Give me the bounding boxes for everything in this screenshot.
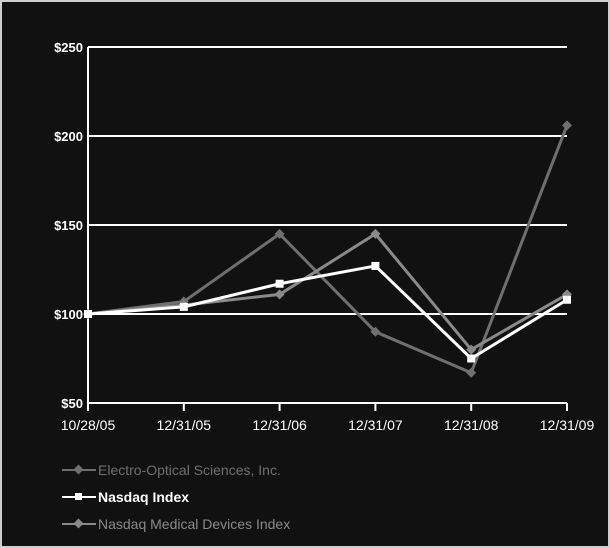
data-point-nasdaq-index: [275, 279, 284, 288]
legend-swatch-nasdaq-medical: [62, 518, 96, 529]
y-tick-label: $150: [54, 218, 83, 233]
legend-swatch-electro-optical: [62, 464, 96, 475]
data-point-electro-optical-sciences-inc: [370, 326, 381, 337]
legend-item-nasdaq-index: Nasdaq Index: [62, 483, 290, 510]
data-point-nasdaq-medical-devices-index: [274, 289, 285, 300]
x-tick-label: 10/28/05: [61, 417, 116, 433]
y-tick-label: $50: [61, 396, 83, 411]
y-tick-label: $100: [54, 307, 83, 322]
legend-swatch-nasdaq-index: [62, 492, 96, 502]
x-tick-label: 12/31/07: [348, 417, 403, 433]
y-tick-label: $250: [54, 40, 83, 55]
series-layer: [83, 120, 572, 378]
data-point-nasdaq-index: [84, 310, 92, 318]
data-point-nasdaq-index: [563, 295, 571, 304]
x-tick-label: 12/31/09: [540, 417, 595, 433]
data-point-nasdaq-medical-devices-index: [370, 228, 381, 239]
data-point-electro-optical-sciences-inc: [274, 228, 285, 239]
x-tick-label: 12/31/08: [444, 417, 499, 433]
legend-item-nasdaq-medical: Nasdaq Medical Devices Index: [62, 510, 290, 537]
series-line-electro-optical-sciences-inc: [87, 124, 569, 375]
data-point-electro-optical-sciences-inc: [562, 120, 572, 131]
legend-label-nasdaq-index: Nasdaq Index: [98, 488, 190, 505]
y-tick-label: $200: [54, 129, 83, 144]
data-point-electro-optical-sciences-inc: [466, 367, 477, 378]
legend-item-electro-optical: Electro-Optical Sciences, Inc.: [62, 456, 290, 483]
x-tick-label: 12/31/05: [157, 417, 212, 433]
grid-lines: [88, 46, 567, 404]
data-point-nasdaq-index: [467, 354, 476, 363]
data-point-nasdaq-medical-devices-index: [466, 344, 477, 355]
series-line-nasdaq-medical-devices-index: [87, 232, 568, 352]
legend-label-nasdaq-medical: Nasdaq Medical Devices Index: [98, 515, 291, 532]
axes: $250 $200 $150 $100 $50 10/28/05 12/31/05 12/31…: [54, 40, 594, 433]
x-tick-label: 12/31/06: [252, 417, 307, 433]
data-point-nasdaq-index: [371, 261, 380, 270]
data-point-nasdaq-index: [179, 302, 188, 311]
legend: Electro-Optical Sciences, Inc. Nasdaq In…: [62, 456, 290, 537]
series-line-nasdaq-index: [87, 264, 568, 360]
legend-label-electro-optical: Electro-Optical Sciences, Inc.: [98, 461, 281, 478]
